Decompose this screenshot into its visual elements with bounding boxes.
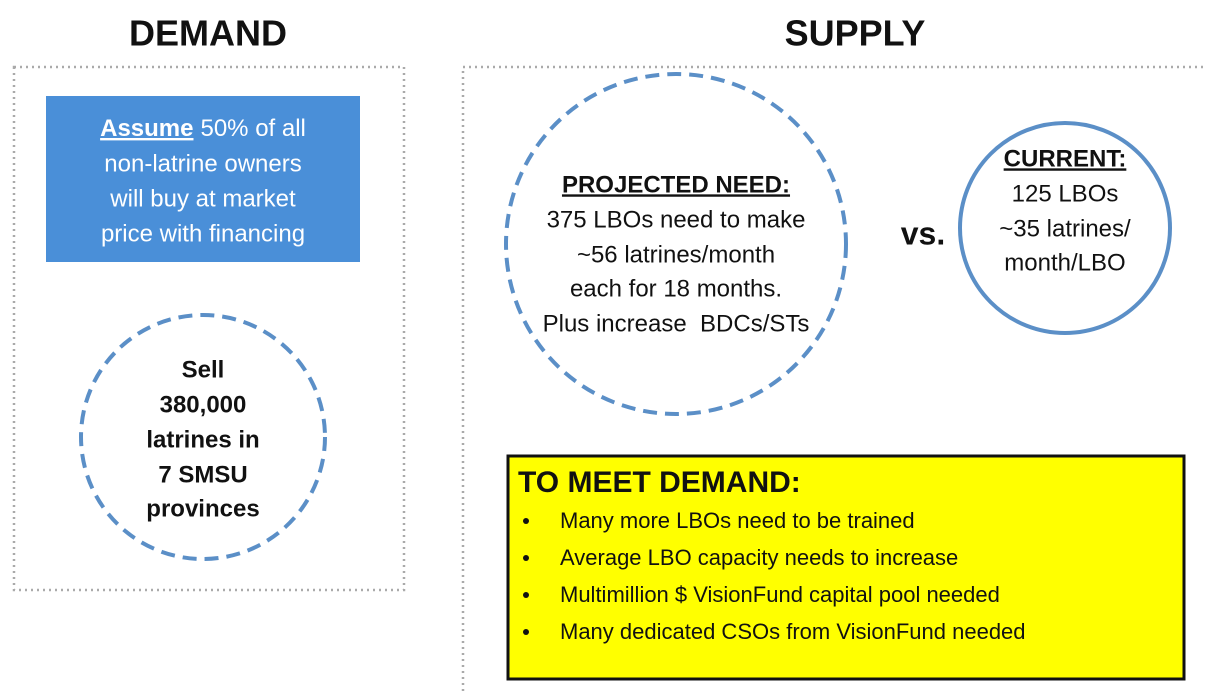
goal-line: Sell — [182, 356, 225, 383]
projected-text: PROJECTED NEED: 375 LBOs need to make ~5… — [543, 171, 810, 337]
vs-label: vs. — [901, 215, 945, 251]
projected-circle — [504, 72, 848, 416]
list-item: Multimillion $ VisionFund capital pool n… — [560, 582, 1000, 607]
projected-line: ~56 latrines/month — [577, 241, 775, 268]
goal-line: 7 SMSU — [158, 461, 247, 488]
to-meet-demand-heading: TO MEET DEMAND: — [518, 466, 801, 499]
assumption-emphasis: Assume — [100, 115, 193, 142]
assumption-box — [46, 96, 360, 262]
goal-line: 380,000 — [160, 391, 247, 418]
assumption-line: Assume 50% of all — [100, 115, 306, 142]
assumption-text: Assume 50% of all non-latrine owners will… — [100, 115, 306, 247]
supply-title: SUPPLY — [785, 13, 926, 54]
bullet — [523, 592, 529, 598]
projected-line: each for 18 months. — [570, 275, 782, 302]
current-line: month/LBO — [1004, 249, 1125, 276]
goal-line: provinces — [146, 495, 259, 522]
current-line: 125 LBOs — [1012, 180, 1119, 207]
goal-text: Sell 380,000 latrines in 7 SMSU province… — [146, 356, 259, 522]
bullet — [523, 518, 529, 524]
bullet — [523, 629, 529, 635]
projected-heading: PROJECTED NEED: — [562, 171, 790, 198]
goal-line: latrines in — [146, 426, 259, 453]
projected-line: Plus increase BDCs/STs — [543, 310, 810, 337]
list-item: Many dedicated CSOs from VisionFund need… — [560, 619, 1026, 644]
list-item: Many more LBOs need to be trained — [560, 508, 915, 533]
supply-frame — [461, 65, 1206, 691]
assumption-line: price with financing — [101, 220, 305, 247]
to-meet-demand-list: Many more LBOs need to be trained Averag… — [523, 508, 1026, 644]
projected-line: 375 LBOs need to make — [547, 206, 806, 233]
to-meet-demand-box — [506, 454, 1186, 681]
assumption-line: non-latrine owners — [104, 150, 301, 177]
assumption-line: will buy at market — [109, 185, 296, 212]
current-circle — [958, 121, 1172, 335]
assumption-line: 50% of all — [200, 115, 305, 142]
current-heading: CURRENT: — [1004, 145, 1127, 172]
bullet — [523, 555, 529, 561]
current-text: CURRENT: 125 LBOs ~35 latrines/ month/LB… — [999, 145, 1131, 276]
goal-circle — [79, 313, 327, 561]
list-item: Average LBO capacity needs to increase — [560, 545, 958, 570]
demand-title: DEMAND — [129, 13, 287, 54]
current-line: ~35 latrines/ — [999, 215, 1131, 242]
